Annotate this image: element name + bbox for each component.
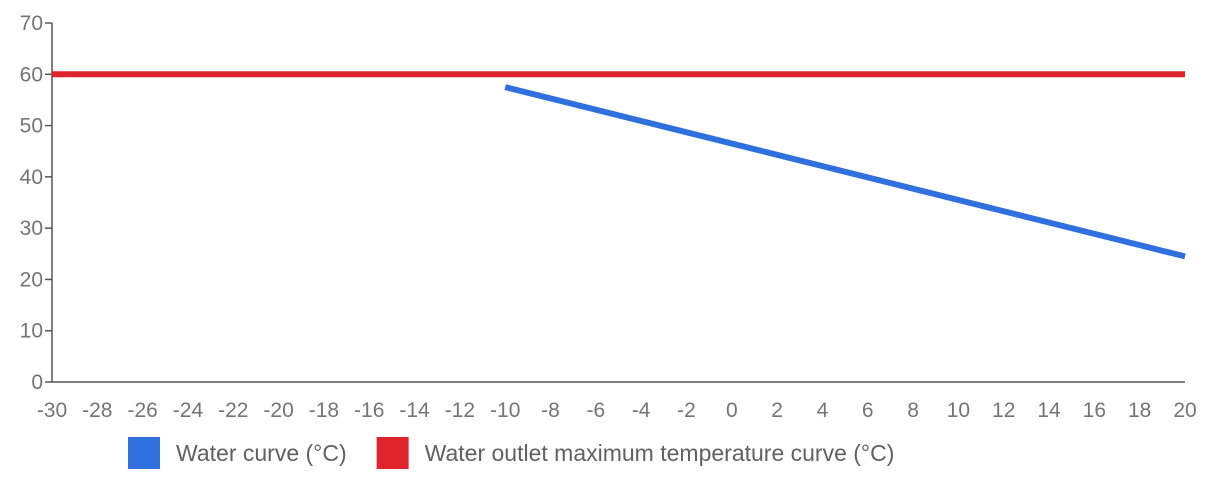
x-tick-label: -22 bbox=[218, 399, 248, 422]
y-tick-label: 30 bbox=[20, 217, 43, 240]
legend-water-outlet-max-temp-swatch bbox=[376, 437, 409, 469]
x-tick-label: 2 bbox=[771, 399, 783, 422]
y-tick-label: 0 bbox=[31, 371, 43, 394]
y-tick-label: 40 bbox=[20, 166, 43, 189]
x-tick-label: -20 bbox=[263, 399, 293, 422]
x-tick-label: 10 bbox=[947, 399, 970, 422]
x-tick-label: -30 bbox=[37, 399, 67, 422]
x-tick-label: -16 bbox=[354, 399, 384, 422]
x-tick-label: -28 bbox=[82, 399, 112, 422]
legend-water-curve-label: Water curve (°C) bbox=[176, 440, 347, 466]
water-curve-line bbox=[504, 84, 1186, 260]
x-tick-label: 6 bbox=[862, 399, 874, 422]
x-tick-label: -24 bbox=[173, 399, 204, 422]
legend-water-outlet-max-temp-label: Water outlet maximum temperature curve (… bbox=[425, 440, 895, 466]
x-tick-label: -4 bbox=[632, 399, 651, 422]
x-tick-label: -18 bbox=[309, 399, 339, 422]
x-tick-label: -10 bbox=[490, 399, 520, 422]
y-tick-label: 10 bbox=[20, 320, 43, 343]
x-tick-label: 16 bbox=[1083, 399, 1106, 422]
legend: Water curve (°C) Water outlet maximum tem… bbox=[128, 437, 894, 469]
x-tick-label: 0 bbox=[726, 399, 738, 422]
x-tick-label: 12 bbox=[992, 399, 1015, 422]
y-tick-label: 50 bbox=[20, 115, 43, 138]
x-tick-label: 8 bbox=[907, 399, 919, 422]
x-tick-label: 4 bbox=[817, 399, 829, 422]
y-tick-label: 70 bbox=[20, 12, 43, 35]
legend-water-curve-swatch bbox=[128, 437, 160, 469]
x-tick-label: 14 bbox=[1037, 399, 1061, 422]
x-tick-label: -26 bbox=[127, 399, 157, 422]
x-tick-label: 18 bbox=[1128, 399, 1151, 422]
x-tick-label: -6 bbox=[586, 399, 605, 422]
x-tick-label: -8 bbox=[541, 399, 560, 422]
y-tick-label: 60 bbox=[20, 63, 43, 86]
x-tick-label: 20 bbox=[1173, 399, 1196, 422]
x-tick-label: -12 bbox=[445, 399, 475, 422]
y-tick-label: 20 bbox=[20, 268, 43, 291]
series-lines bbox=[52, 71, 1186, 260]
x-tick-label: -2 bbox=[677, 399, 696, 422]
x-tick-label: -14 bbox=[399, 399, 430, 422]
